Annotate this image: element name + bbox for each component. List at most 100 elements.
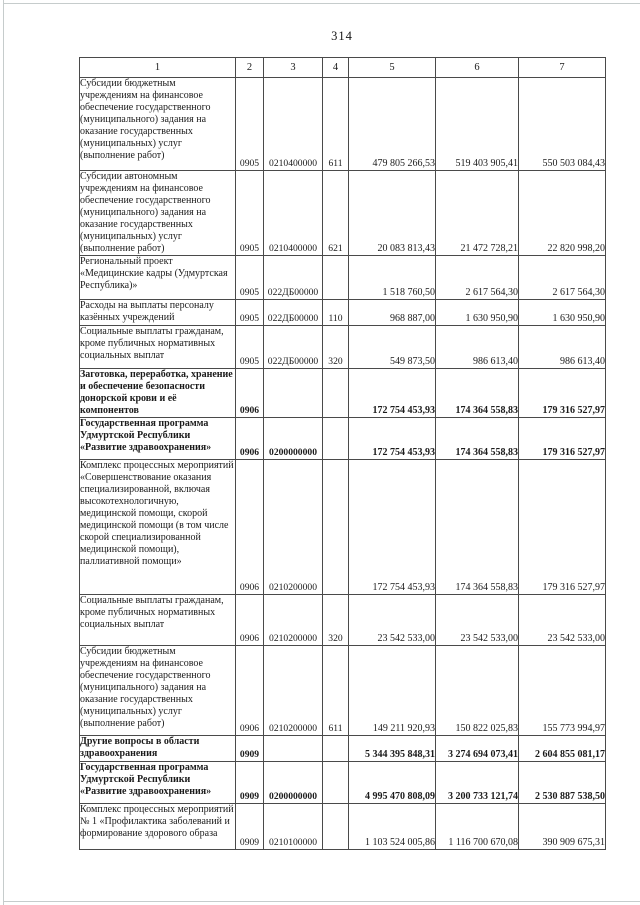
cell-rz: 0906 [235, 459, 264, 595]
cell-amount-3: 1 630 950,90 [518, 299, 606, 326]
cell-csr [263, 735, 323, 762]
cell-vr: 621 [322, 170, 349, 256]
cell-csr: 022ДБ00000 [263, 255, 323, 300]
table-row: Заготовка, переработка, хранение и обесп… [79, 368, 606, 418]
cell-amount-1: 1 103 524 005,86 [348, 803, 436, 850]
table-row: Субсидии бюджетным учреждениям на финанс… [79, 645, 606, 736]
cell-vr: 320 [322, 325, 349, 369]
cell-amount-1: 172 754 453,93 [348, 368, 436, 418]
table-row: Комплекс процессных мероприятий № 1 «Про… [79, 803, 606, 850]
cell-vr: 611 [322, 77, 349, 171]
cell-vr [322, 368, 349, 418]
cell-rz: 0905 [235, 299, 264, 326]
cell-name: Расходы на выплаты персоналу казённых уч… [79, 299, 236, 326]
cell-amount-1: 23 542 533,00 [348, 594, 436, 646]
cell-amount-1: 149 211 920,93 [348, 645, 436, 736]
table-row: Социальные выплаты гражданам, кроме публ… [79, 594, 606, 646]
page-edge-bottom [3, 901, 640, 902]
cell-amount-1: 968 887,00 [348, 299, 436, 326]
table-row: Региональный проект «Медицинские кадры (… [79, 255, 606, 300]
cell-rz: 0905 [235, 170, 264, 256]
cell-amount-3: 986 613,40 [518, 325, 606, 369]
header-cell-3: 3 [263, 57, 323, 78]
cell-csr: 0200000000 [263, 417, 323, 460]
cell-amount-3: 2 604 855 081,17 [518, 735, 606, 762]
cell-name: Социальные выплаты гражданам, кроме публ… [79, 594, 236, 646]
cell-csr: 0210200000 [263, 459, 323, 595]
cell-amount-3: 550 503 084,43 [518, 77, 606, 171]
cell-amount-3: 179 316 527,97 [518, 368, 606, 418]
cell-amount-2: 3 274 694 073,41 [435, 735, 519, 762]
cell-rz: 0906 [235, 417, 264, 460]
cell-amount-2: 986 613,40 [435, 325, 519, 369]
cell-name: Субсидии бюджетным учреждениям на финанс… [79, 77, 236, 171]
cell-amount-3: 155 773 994,97 [518, 645, 606, 736]
cell-name: Региональный проект «Медицинские кадры (… [79, 255, 236, 300]
cell-amount-2: 21 472 728,21 [435, 170, 519, 256]
header-cell-6: 6 [435, 57, 519, 78]
cell-csr: 0210400000 [263, 170, 323, 256]
cell-amount-2: 1 630 950,90 [435, 299, 519, 326]
cell-name: Субсидии автономным учреждениям на финан… [79, 170, 236, 256]
cell-amount-3: 2 530 887 538,50 [518, 761, 606, 804]
cell-vr: 320 [322, 594, 349, 646]
cell-name: Комплекс процессных мероприятий № 1 «Про… [79, 803, 236, 850]
header-cell-1: 1 [79, 57, 236, 78]
cell-vr [322, 803, 349, 850]
cell-csr: 022ДБ00000 [263, 325, 323, 369]
cell-amount-2: 2 617 564,30 [435, 255, 519, 300]
header-cell-4: 4 [322, 57, 349, 78]
cell-name: Государственная программа Удмуртской Рес… [79, 761, 236, 804]
cell-name: Комплекс процессных мероприятий «Соверше… [79, 459, 236, 595]
cell-vr [322, 735, 349, 762]
cell-amount-3: 390 909 675,31 [518, 803, 606, 850]
cell-rz: 0906 [235, 645, 264, 736]
cell-amount-2: 23 542 533,00 [435, 594, 519, 646]
cell-vr: 110 [322, 299, 349, 326]
cell-amount-1: 172 754 453,93 [348, 459, 436, 595]
cell-amount-3: 22 820 998,20 [518, 170, 606, 256]
cell-csr: 0210200000 [263, 645, 323, 736]
cell-vr [322, 459, 349, 595]
table-row: Субсидии бюджетным учреждениям на финанс… [79, 77, 606, 171]
cell-amount-1: 4 995 470 808,09 [348, 761, 436, 804]
table-row: Государственная программа Удмуртской Рес… [79, 761, 606, 804]
cell-name: Социальные выплаты гражданам, кроме публ… [79, 325, 236, 369]
table-row: Расходы на выплаты персоналу казённых уч… [79, 299, 606, 326]
cell-amount-3: 179 316 527,97 [518, 459, 606, 595]
table-row: Социальные выплаты гражданам, кроме публ… [79, 325, 606, 369]
cell-name: Субсидии бюджетным учреждениям на финанс… [79, 645, 236, 736]
cell-name: Заготовка, переработка, хранение и обесп… [79, 368, 236, 418]
cell-name: Государственная программа Удмуртской Рес… [79, 417, 236, 460]
cell-vr [322, 761, 349, 804]
cell-amount-2: 519 403 905,41 [435, 77, 519, 171]
page-number: 314 [331, 29, 353, 43]
header-cell-7: 7 [518, 57, 606, 78]
cell-amount-3: 179 316 527,97 [518, 417, 606, 460]
table-header-row: 1 2 3 4 5 6 7 [79, 57, 606, 78]
cell-amount-2: 174 364 558,83 [435, 459, 519, 595]
cell-amount-1: 549 873,50 [348, 325, 436, 369]
cell-rz: 0905 [235, 77, 264, 171]
table-row: Субсидии автономным учреждениям на финан… [79, 170, 606, 256]
cell-vr [322, 255, 349, 300]
cell-amount-3: 23 542 533,00 [518, 594, 606, 646]
cell-csr: 0210400000 [263, 77, 323, 171]
cell-amount-2: 3 200 733 121,74 [435, 761, 519, 804]
cell-vr: 611 [322, 645, 349, 736]
cell-csr [263, 368, 323, 418]
header-cell-2: 2 [235, 57, 264, 78]
cell-rz: 0905 [235, 255, 264, 300]
cell-csr: 0210100000 [263, 803, 323, 850]
cell-amount-1: 1 518 760,50 [348, 255, 436, 300]
table-row: Комплекс процессных мероприятий «Соверше… [79, 459, 606, 595]
cell-rz: 0905 [235, 325, 264, 369]
budget-table: 1 2 3 4 5 6 7 Субсидии бюджетным учрежде… [79, 57, 606, 850]
cell-amount-2: 174 364 558,83 [435, 417, 519, 460]
header-cell-5: 5 [348, 57, 436, 78]
table-row: Государственная программа Удмуртской Рес… [79, 417, 606, 460]
cell-rz: 0909 [235, 803, 264, 850]
cell-csr: 0210200000 [263, 594, 323, 646]
cell-rz: 0906 [235, 594, 264, 646]
cell-csr: 022ДБ00000 [263, 299, 323, 326]
